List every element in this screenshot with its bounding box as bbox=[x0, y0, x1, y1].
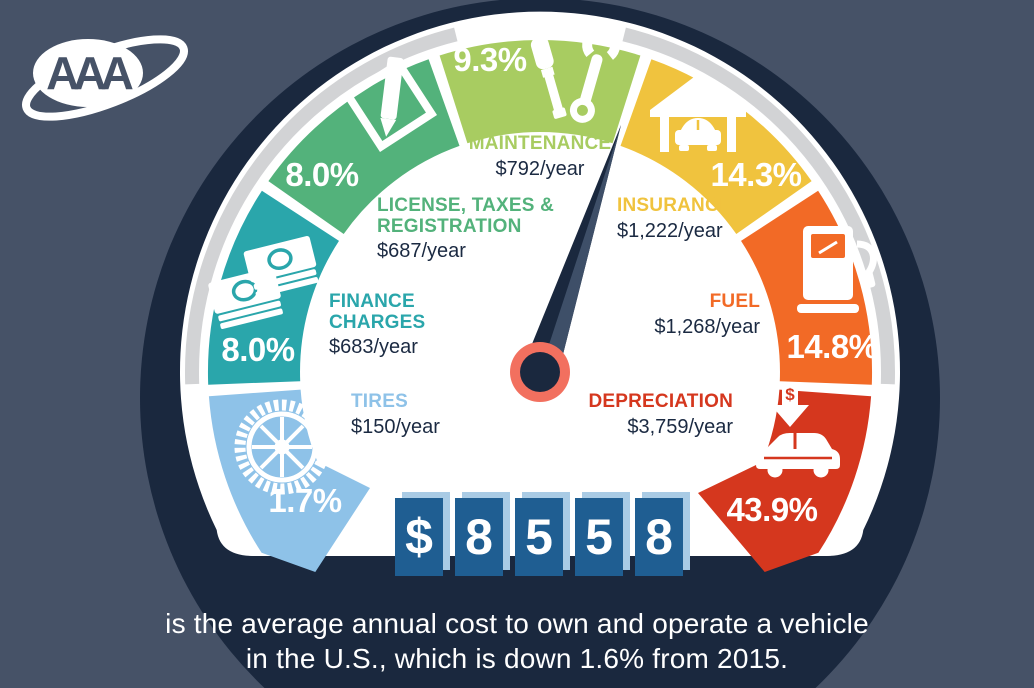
footer-caption-line1: is the average annual cost to own and op… bbox=[165, 608, 869, 639]
fuel-title: FUEL bbox=[709, 291, 760, 312]
depreciation-value: $3,759/year bbox=[627, 415, 733, 438]
gauge-needle bbox=[510, 125, 621, 402]
percent-finance: 8.0% bbox=[221, 331, 294, 368]
odometer-total: $ 8 5 5 8 bbox=[395, 498, 683, 576]
label-tires: TIRES $150/year bbox=[351, 391, 481, 438]
percent-insurance: 14.3% bbox=[710, 156, 801, 193]
license-title: LICENSE, TAXES & REGISTRATION bbox=[377, 195, 555, 237]
needle-hub-center bbox=[520, 352, 560, 392]
label-depreciation: DEPRECIATION $3,759/year bbox=[563, 391, 733, 438]
maintenance-title: MAINTENANCE bbox=[468, 133, 612, 154]
finance-value: $683/year bbox=[329, 336, 418, 359]
label-finance-charges: FINANCE CHARGES $683/year bbox=[329, 291, 504, 359]
label-license: LICENSE, TAXES & REGISTRATION $687/year bbox=[377, 195, 555, 263]
odometer-digit: 5 bbox=[575, 498, 623, 576]
odometer-digit: 8 bbox=[635, 498, 683, 576]
percent-tires: 1.7% bbox=[268, 482, 341, 519]
odometer-digit: $ bbox=[395, 498, 443, 576]
dial-gray-arc-right bbox=[622, 27, 895, 385]
odometer-digit: 8 bbox=[455, 498, 503, 576]
garage-car-icon bbox=[650, 74, 746, 152]
cash-stack-icon bbox=[208, 235, 319, 329]
tires-title: TIRES bbox=[351, 391, 408, 412]
tools-icon bbox=[530, 26, 621, 123]
depreciation-car-icon: $ bbox=[756, 383, 840, 478]
segment-license-taxes-registration bbox=[268, 59, 460, 234]
aaa-logo: AAA bbox=[22, 35, 188, 121]
tires-value: $150/year bbox=[351, 415, 440, 438]
logo-text: AAA bbox=[46, 47, 132, 99]
license-value: $687/year bbox=[377, 240, 466, 263]
percent-license: 8.0% bbox=[285, 156, 358, 193]
insurance-title: INSURANCE bbox=[617, 195, 732, 216]
percent-depreciation: 43.9% bbox=[726, 491, 817, 528]
footer-caption-line2: in the U.S., which is down 1.6% from 201… bbox=[245, 643, 789, 674]
finance-title: FINANCE CHARGES bbox=[329, 291, 426, 333]
logo-oval bbox=[33, 39, 143, 107]
fuel-value: $1,268/year bbox=[654, 315, 760, 338]
depreciation-title: DEPRECIATION bbox=[588, 391, 733, 412]
segment-depreciation bbox=[698, 389, 872, 572]
label-fuel: FUEL $1,268/year bbox=[610, 291, 760, 338]
maintenance-value: $792/year bbox=[495, 157, 585, 180]
percent-maintenance: 9.3% bbox=[453, 41, 526, 78]
dollar-glyph: $ bbox=[785, 385, 795, 404]
label-insurance: INSURANCE $1,222/year bbox=[617, 195, 777, 242]
tire-icon bbox=[234, 399, 330, 495]
fuel-pump-icon bbox=[797, 226, 877, 313]
insurance-value: $1,222/year bbox=[617, 219, 723, 242]
document-pen-icon bbox=[342, 56, 438, 153]
label-maintenance: MAINTENANCE $792/year bbox=[440, 133, 640, 180]
odometer-digit: 5 bbox=[515, 498, 563, 576]
percent-fuel: 14.8% bbox=[786, 328, 877, 365]
